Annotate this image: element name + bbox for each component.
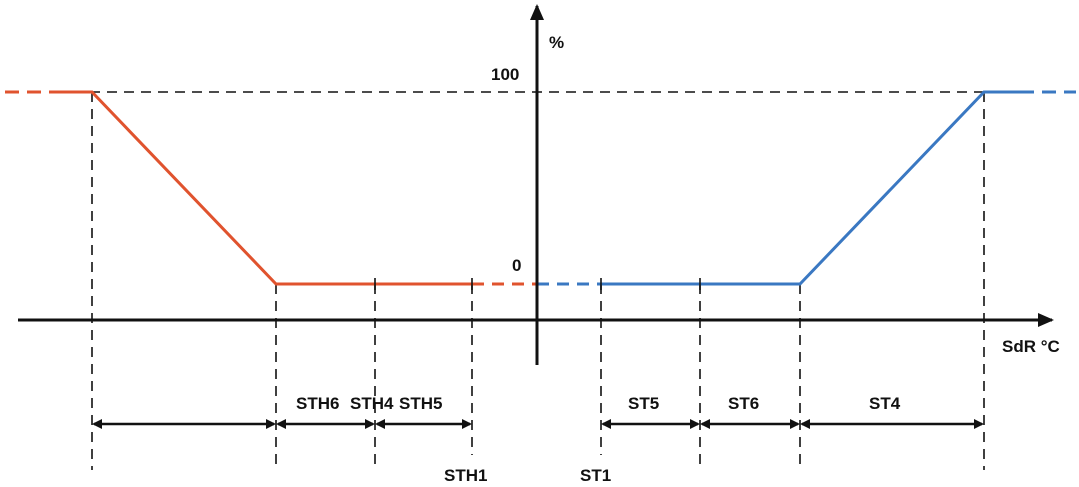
curve-ticks — [374, 278, 701, 290]
vertical-guides — [91, 92, 985, 470]
label-sth5: STH5 — [399, 394, 442, 413]
heating-curve — [58, 90, 472, 286]
cooling-curve — [601, 90, 1020, 286]
y-tick-0: 0 — [512, 256, 521, 275]
y-tick-100: 100 — [491, 65, 519, 84]
label-sth4: STH4 — [350, 394, 394, 413]
y-unit-label: % — [549, 33, 564, 52]
x-unit-label: SdR °C — [1002, 337, 1060, 356]
label-st1: ST1 — [580, 466, 611, 485]
label-st4: ST4 — [869, 394, 901, 413]
label-st5: ST5 — [628, 394, 659, 413]
label-sth1: STH1 — [444, 466, 487, 485]
label-sth6: STH6 — [296, 394, 339, 413]
label-st6: ST6 — [728, 394, 759, 413]
